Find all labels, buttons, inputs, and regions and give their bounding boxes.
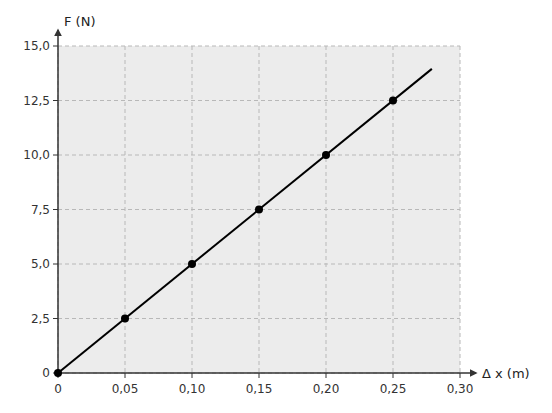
x-tick-label: 0,30	[447, 382, 474, 396]
grid	[58, 46, 460, 373]
x-tick-label: 0,20	[313, 382, 340, 396]
x-tick-label: 0,25	[380, 382, 407, 396]
data-point	[54, 369, 62, 377]
x-grid-line	[393, 46, 394, 373]
y-tick-label: 15,0	[23, 39, 50, 53]
plot-background	[58, 46, 460, 373]
y-tick-label: 7,5	[31, 203, 50, 217]
data-point	[255, 206, 263, 214]
y-axis-line	[57, 30, 59, 373]
y-tick-label: 5,0	[31, 257, 50, 271]
y-tick-label: 0	[42, 366, 50, 380]
marks	[54, 69, 432, 377]
y-tick-label: 10,0	[23, 148, 50, 162]
y-tick-label: 2,5	[31, 312, 50, 326]
axes: 0 0,05 0,10 0,15 0,20 0,25 0,30 0 2,5 5,0 7,5 10,0 1…	[23, 30, 476, 396]
data-point	[188, 260, 196, 268]
x-axis-line	[58, 372, 476, 374]
x-tick-label: 0,05	[112, 382, 139, 396]
x-tick-label: 0,10	[179, 382, 206, 396]
y-grid-line	[58, 318, 460, 319]
y-grid-line	[58, 46, 460, 47]
y-axis-label: F (N)	[64, 14, 95, 29]
y-grid-line	[58, 155, 460, 156]
y-grid-line	[58, 100, 460, 101]
x-tick-label: 0,15	[246, 382, 273, 396]
data-point	[121, 315, 129, 323]
data-point	[322, 151, 330, 159]
fit-line	[58, 69, 432, 373]
x-axis-label: Δ x (m)	[482, 366, 530, 381]
chart: 0 0,05 0,10 0,15 0,20 0,25 0,30 0 2,5 5,0 7,5 10,0 1…	[0, 0, 552, 413]
data-point	[389, 97, 397, 105]
x-tick-label: 0	[54, 382, 62, 396]
y-tick-label: 12,5	[23, 94, 50, 108]
y-grid-line	[58, 264, 460, 265]
